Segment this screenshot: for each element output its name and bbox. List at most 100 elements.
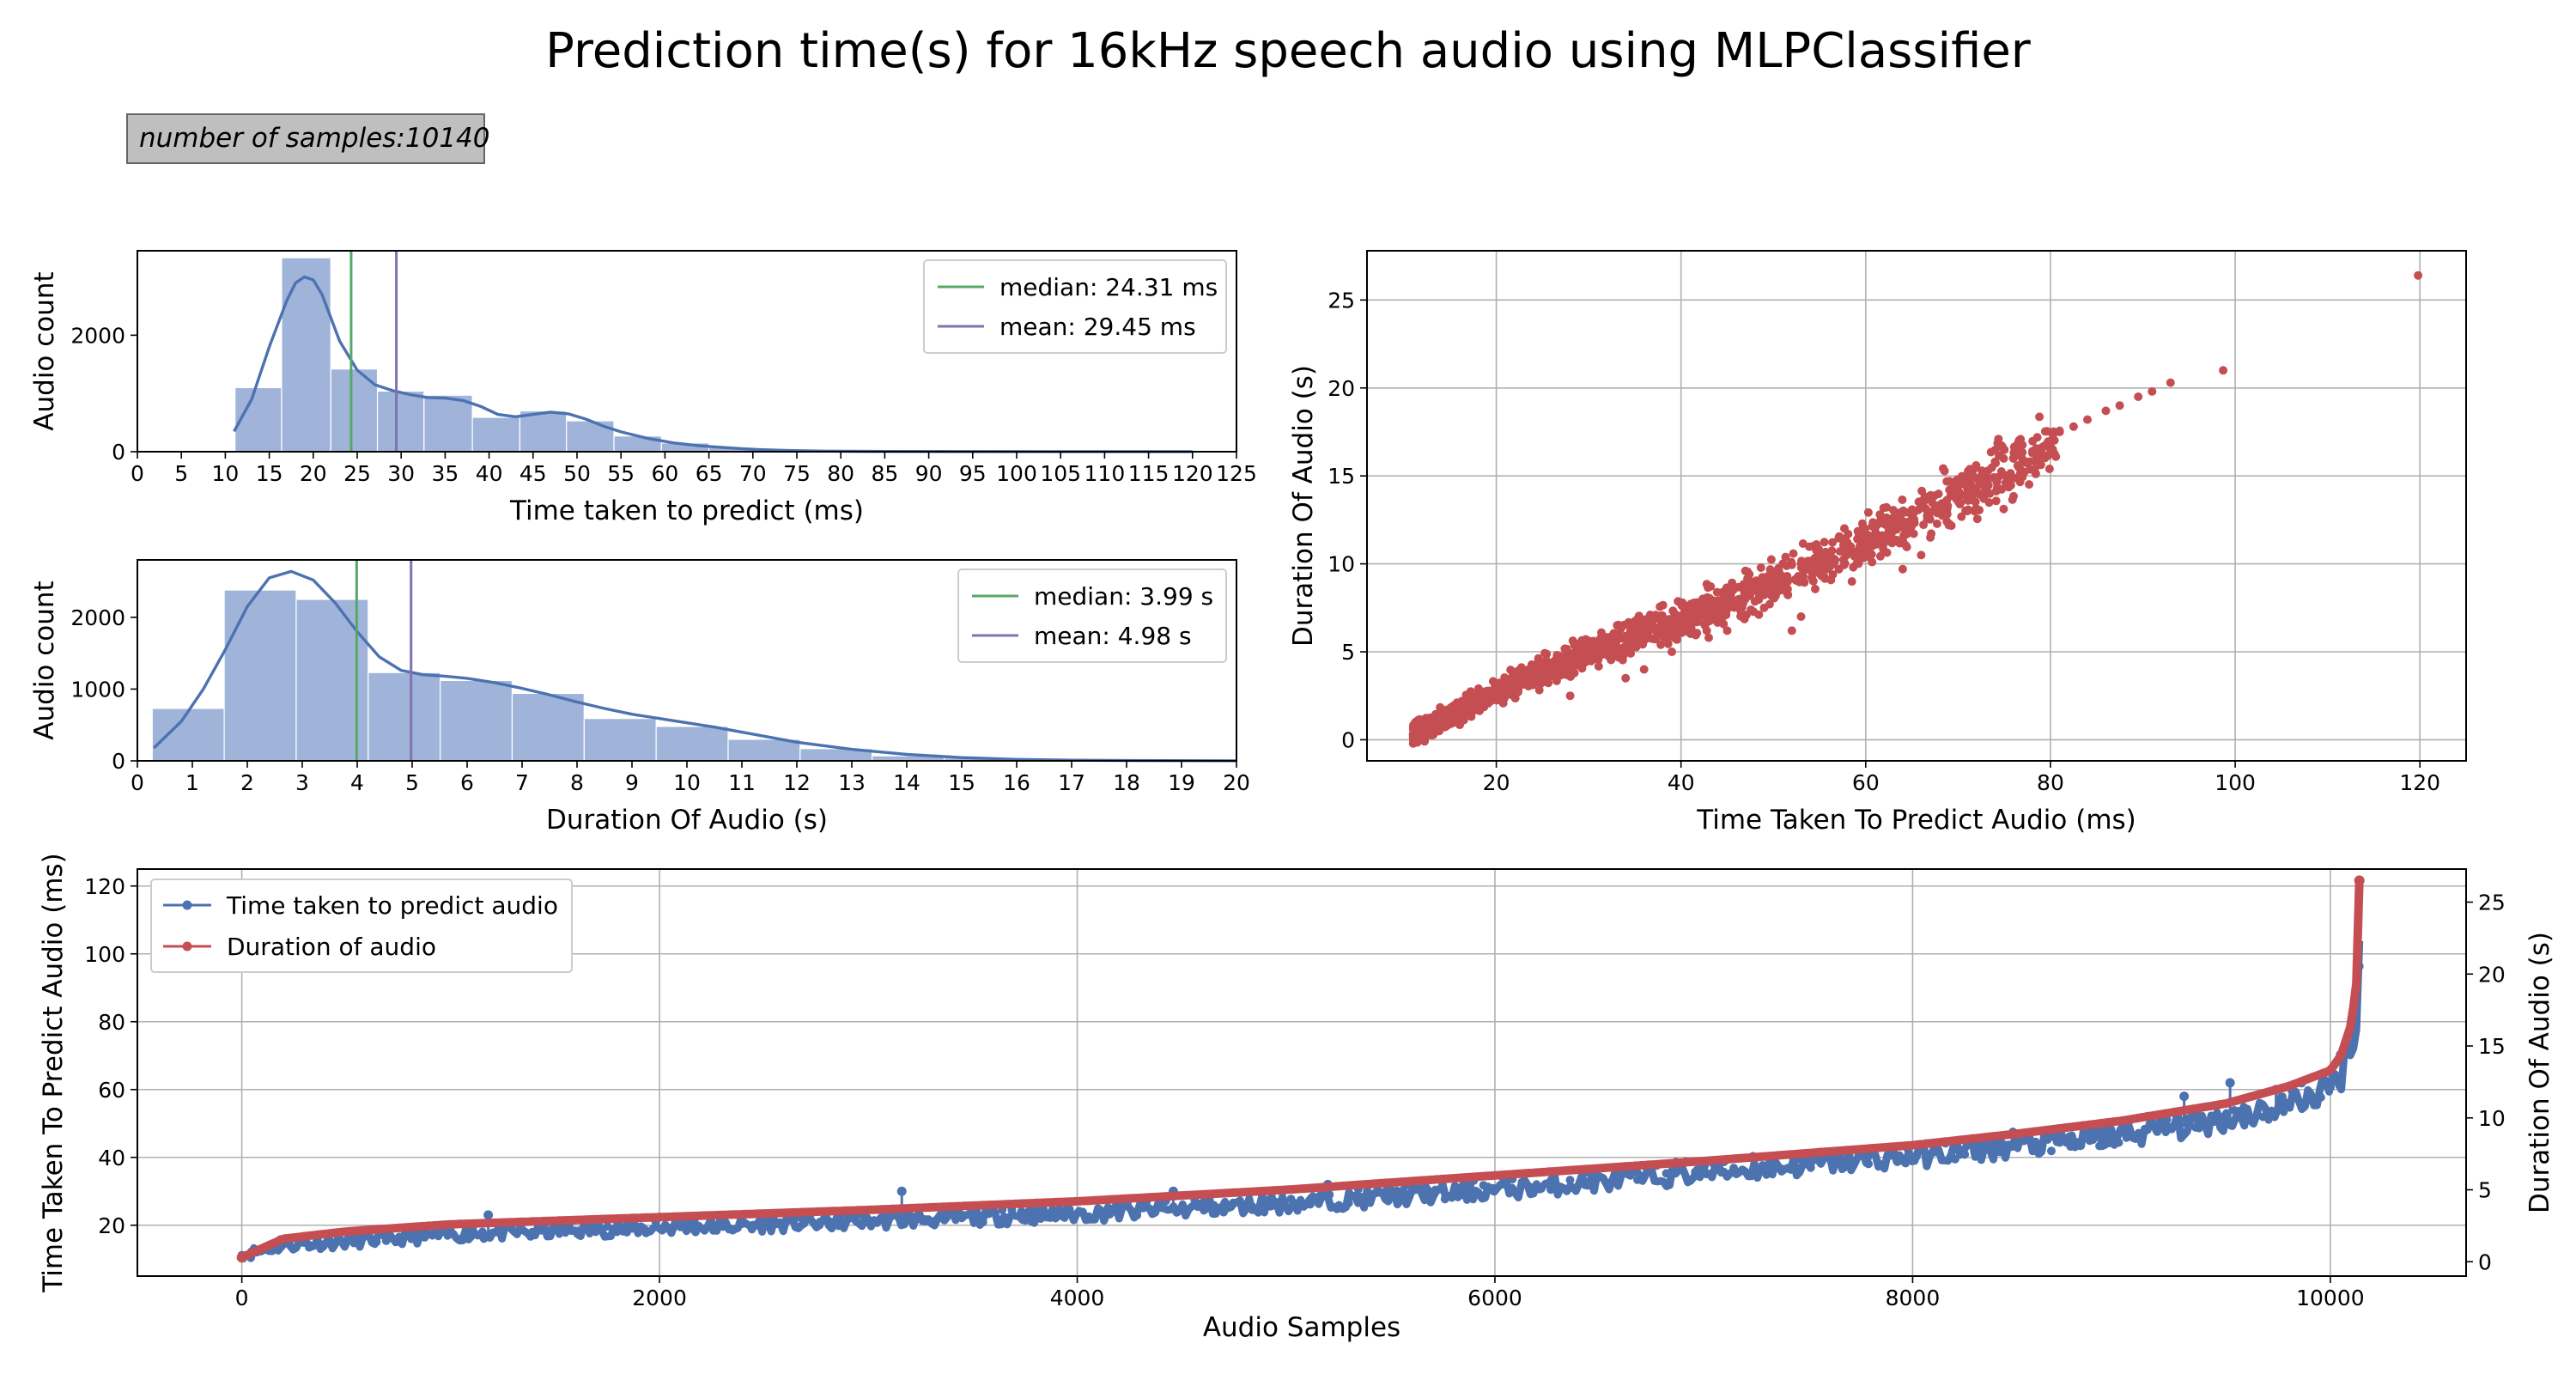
scatter-point	[1523, 669, 1532, 678]
time-series-marker	[1421, 1182, 1431, 1192]
x-tick-label: 0	[235, 1286, 249, 1310]
scatter-point	[1919, 520, 1929, 530]
time-series-marker	[2326, 1083, 2336, 1091]
scatter-point	[2069, 422, 2078, 431]
scatter-point	[1552, 654, 1561, 663]
histogram-bar	[281, 257, 331, 453]
time-series-marker	[1084, 1212, 1094, 1221]
time-series-marker	[902, 1211, 911, 1220]
scatter-point	[1938, 506, 1947, 515]
time-series-marker	[2220, 1111, 2229, 1121]
scatter-point	[1670, 634, 1680, 643]
scatter-point	[1584, 649, 1594, 659]
time-series-marker	[1729, 1164, 1739, 1173]
scatter-point	[1796, 612, 1806, 621]
scatter-point	[2015, 460, 2025, 470]
scatter-point	[1668, 647, 1676, 656]
time-series-marker	[2133, 1134, 2142, 1143]
time-series-marker	[343, 1235, 352, 1243]
legend-entry-median: median: 24.31 ms	[999, 273, 1218, 301]
time-series-marker	[660, 1220, 670, 1230]
time-series-marker	[526, 1231, 535, 1241]
legend-swatch-marker	[182, 941, 192, 951]
time-series-marker	[1315, 1191, 1325, 1201]
scatter-point	[1939, 464, 1947, 473]
time-series-marker	[1392, 1186, 1401, 1195]
x-tick-label: 14	[893, 770, 920, 795]
scatter-point	[1692, 617, 1700, 627]
x-axis-label: Audio Samples	[1203, 1312, 1400, 1343]
scatter-point	[1658, 600, 1668, 610]
scatter-point	[1649, 621, 1658, 630]
x-tick-label: 0	[131, 461, 144, 486]
scatter-point	[1874, 533, 1883, 543]
scatter-point	[1578, 638, 1588, 647]
x-tick-label: 100	[2215, 770, 2256, 795]
scatter-point	[1410, 726, 1419, 735]
x-tick-label: 13	[838, 770, 866, 795]
legend-box	[957, 568, 1227, 663]
time-series-marker	[1431, 1185, 1440, 1195]
y-tick-label-right: 5	[2478, 1178, 2492, 1203]
time-series-marker	[1229, 1198, 1238, 1207]
time-series-marker	[449, 1230, 459, 1239]
scatter-point	[1985, 489, 1995, 498]
time-series-marker	[1546, 1185, 1556, 1195]
time-series-marker	[939, 1215, 949, 1225]
scatter-point	[1789, 549, 1798, 558]
time-series-marker	[756, 1218, 766, 1227]
time-series-marker	[776, 1219, 786, 1229]
time-series-marker	[2316, 1092, 2325, 1102]
time-series-marker	[2095, 1141, 2105, 1151]
scatter-point	[1710, 612, 1719, 622]
scatter-point	[1688, 608, 1698, 617]
scatter-point	[1588, 639, 1597, 648]
scatter-point	[1417, 733, 1426, 743]
time-series-marker	[429, 1229, 439, 1238]
time-series-marker	[911, 1215, 920, 1225]
time-series-marker	[1527, 1182, 1536, 1192]
scatter-point	[1749, 607, 1759, 617]
scatter-point	[1781, 552, 1790, 562]
scatter-point	[2006, 469, 2015, 478]
scatter-point	[1770, 593, 1779, 603]
scatter-point	[1979, 494, 1989, 503]
time-series-marker	[2191, 1122, 2201, 1132]
x-tick-label: 35	[431, 461, 459, 486]
y-tick-label-right: 0	[2478, 1249, 2492, 1274]
time-series-marker	[2249, 1116, 2258, 1126]
time-series-marker	[767, 1216, 776, 1225]
scatter-point	[1795, 577, 1804, 587]
scatter-point	[2008, 495, 2017, 504]
y-axis-label-right: Duration Of Audio (s)	[2524, 932, 2555, 1213]
scatter-point	[1610, 645, 1619, 654]
scatter-point	[2032, 454, 2042, 464]
scatter-point	[1774, 564, 1783, 573]
scatter-point	[1544, 678, 1553, 688]
scatter-point	[1944, 520, 1953, 530]
time-series-marker	[2066, 1142, 2075, 1152]
time-series-marker	[2201, 1118, 2210, 1128]
scatter-point	[1465, 706, 1474, 715]
legend-entry-mean: mean: 4.98 s	[1034, 622, 1192, 650]
scatter-point	[2015, 469, 2025, 478]
time-series-marker	[1055, 1204, 1065, 1213]
scatter-point	[1691, 630, 1700, 640]
time-series-marker	[2099, 1125, 2110, 1135]
y-tick-label-right: 25	[2478, 891, 2506, 915]
scatter-point	[1966, 489, 1976, 499]
scatter-point	[1623, 641, 1632, 651]
time-series-marker	[497, 1230, 507, 1238]
scatter-point	[1607, 631, 1617, 641]
time-histogram-axes: 0 5 10 15 20 25 30 35 40 45 50 55 60 65 70 75 80 85 90 95 10…	[29, 250, 1257, 526]
time-series-marker	[1065, 1205, 1074, 1214]
sample-count-text: number of samples:10140	[139, 123, 490, 154]
y-tick-label: 25	[1327, 288, 1355, 313]
scatter-point	[1621, 673, 1631, 683]
legend-entry-median: median: 3.99 s	[1034, 582, 1213, 611]
scatter-point	[1920, 492, 1929, 502]
scatter-point	[1902, 530, 1911, 538]
time-series-line	[238, 940, 2364, 1263]
time-series-marker	[1893, 1157, 1902, 1166]
